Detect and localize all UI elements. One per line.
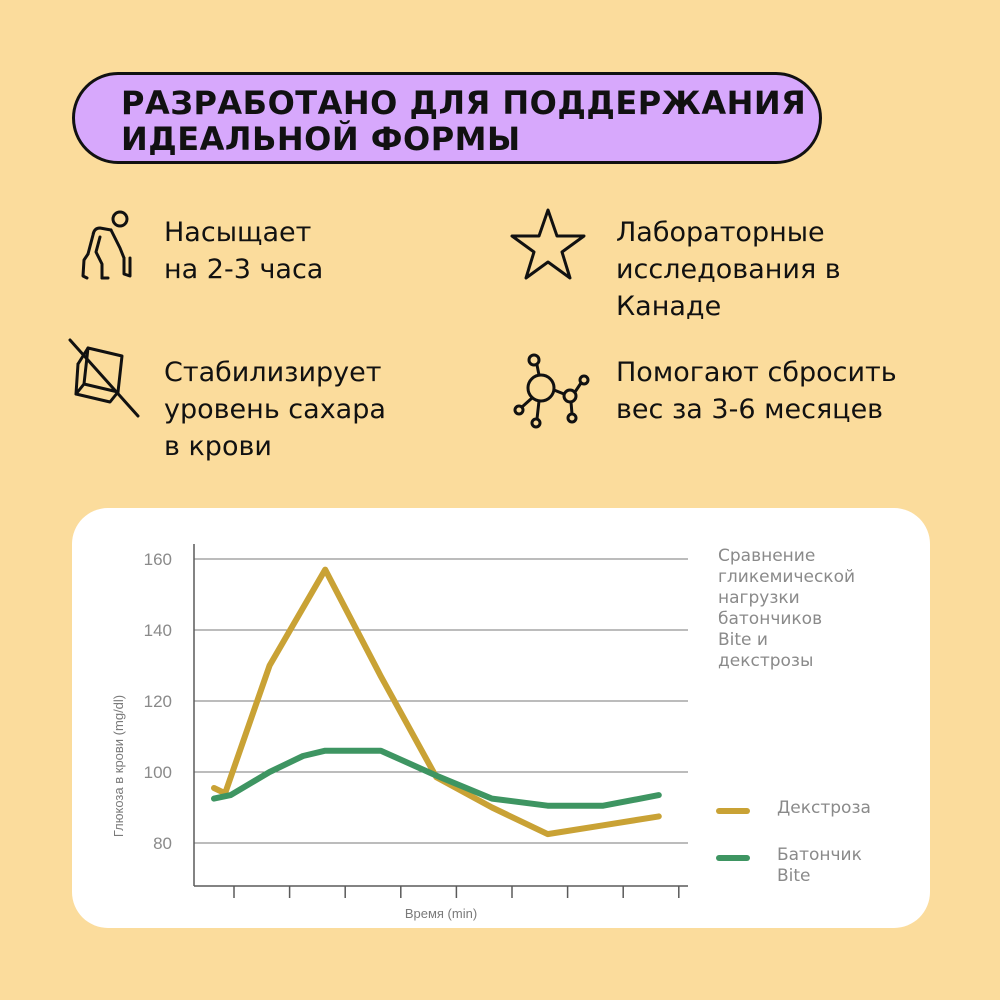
series-line-dextrose [211,566,662,838]
y-axis-title: Глюкоза в крови (mg/dl) [111,695,126,837]
chart-description: Сравнение гликемической нагрузки батончи… [718,546,856,671]
feature-text-sugar: Стабилизирует уровень сахара в крови [164,357,386,462]
glucose-line-chart: 80 100 120 140 160 Глюкоза в крови (mg/dl) В… [111,544,688,921]
y-tick-label-100: 100 [144,763,172,782]
headline-banner: РАЗРАБОТАНО ДЛЯ ПОДДЕРЖАНИЯ ИДЕАЛЬНОЙ ФО… [72,72,822,164]
y-tick-label-160: 160 [144,550,172,569]
feature-text-satiety: Насыщает на 2-3 часа [164,217,324,285]
molecule-icon [513,353,590,429]
legend-label-dextrose: Декстроза [777,798,871,818]
y-tick-label-140: 140 [144,621,172,640]
legend-swatch-dextrose [716,808,750,814]
no-sugar-cube-icon [68,338,140,418]
star-icon [510,208,586,280]
legend-label-bite: Батончик Bite [777,845,862,886]
y-tick-label-80: 80 [153,834,172,853]
x-axis-title: Время (min) [405,906,477,921]
feature-text-lab: Лабораторные исследования в Канаде [616,217,841,322]
feature-text-weight: Помогают сбросить вес за 3-6 месяцев [616,357,897,425]
legend-swatch-bite [716,855,750,861]
lunge-person-icon [81,210,132,280]
y-tick-label-120: 120 [144,692,172,711]
headline-title: РАЗРАБОТАНО ДЛЯ ПОДДЕРЖАНИЯ ИДЕАЛЬНОЙ ФО… [121,84,807,158]
chart-card: 80 100 120 140 160 Глюкоза в крови (mg/dl) В… [72,508,930,928]
series-line-bite [211,747,662,809]
